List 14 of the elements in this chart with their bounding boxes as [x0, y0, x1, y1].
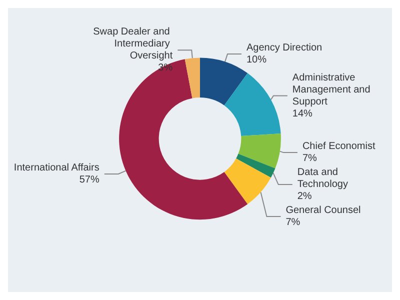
data-label: 2%	[297, 191, 312, 202]
slice-label: Chief Economist	[302, 141, 376, 152]
data-label: 7%	[286, 217, 300, 228]
data-label: 57%	[79, 174, 100, 186]
slice-label: General Counsel	[286, 205, 361, 216]
data-label: 10%	[246, 54, 267, 66]
slice-label: Swap Dealer and Intermediary Oversight	[93, 26, 173, 62]
slice-label: Administrative Management and Support	[292, 72, 374, 108]
slice-label: International Affairs	[14, 162, 100, 174]
data-label: 7%	[302, 153, 318, 164]
data-label: 14%	[292, 108, 313, 120]
slice-label: Agency Direction	[246, 42, 322, 54]
slice-label: Data and Technology	[297, 167, 348, 190]
data-label: 3%	[158, 62, 173, 74]
